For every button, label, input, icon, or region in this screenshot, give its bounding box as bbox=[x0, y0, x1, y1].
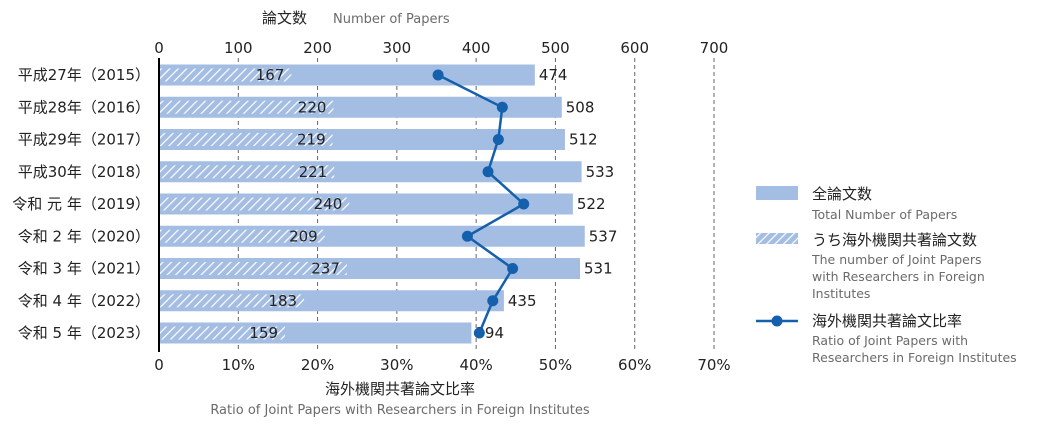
ratio-line bbox=[432, 69, 530, 339]
top-tick-label: 300 bbox=[383, 39, 412, 57]
legend-swatch-total bbox=[756, 186, 798, 200]
ratio-point bbox=[492, 134, 504, 145]
category-label: 平成27年（2015） bbox=[18, 66, 150, 84]
ratio-point bbox=[487, 295, 499, 307]
data-label-total: 531 bbox=[584, 260, 613, 278]
top-axis-subtitle: Number of Papers bbox=[333, 12, 450, 27]
data-label-total: 537 bbox=[589, 227, 618, 245]
legend-label-total-en: Total Number of Papers bbox=[811, 207, 957, 222]
legend-label-total: 全論文数 bbox=[812, 185, 872, 203]
data-label-joint: 209 bbox=[289, 227, 318, 245]
category-label: 平成29年（2017） bbox=[18, 131, 150, 149]
data-label-joint: 159 bbox=[249, 324, 278, 342]
bottom-tick-label: 30% bbox=[380, 356, 413, 374]
ratio-point bbox=[432, 69, 444, 81]
data-label-joint: 237 bbox=[311, 260, 340, 278]
top-tick-label: 500 bbox=[541, 39, 570, 57]
data-label-joint: 240 bbox=[314, 195, 343, 213]
bottom-tick-label: 0 bbox=[154, 356, 164, 374]
legend: 全論文数 Total Number of Papers うち海外機関共著論文数 … bbox=[756, 185, 1017, 365]
bottom-axis-title: 海外機関共著論文比率 bbox=[325, 380, 475, 398]
bar-joint bbox=[160, 294, 305, 308]
category-labels: 平成27年（2015） 平成28年（2016） 平成29年（2017） 平成30年（2… bbox=[12, 66, 150, 342]
bottom-tick-label: 50% bbox=[539, 356, 572, 374]
legend-label-ratio: 海外機関共著論文比率 bbox=[812, 312, 962, 330]
top-tick-label: 100 bbox=[224, 39, 253, 57]
ratio-point bbox=[496, 101, 508, 113]
legend-label-ratio-en-2: Researchers in Foreign Institutes bbox=[812, 350, 1017, 365]
top-tick-label: 0 bbox=[154, 39, 164, 57]
ratio-point bbox=[518, 198, 530, 210]
category-label: 平成28年（2016） bbox=[18, 98, 150, 116]
top-tick-label: 700 bbox=[700, 39, 729, 57]
data-label-total: 533 bbox=[586, 163, 615, 181]
data-label-joint: 183 bbox=[268, 292, 297, 310]
top-axis-ticks: 0 100 200 300 400 500 600 700 bbox=[154, 39, 728, 57]
data-label-joint: 219 bbox=[297, 131, 326, 149]
category-label: 令和 5 年（2023） bbox=[18, 324, 150, 342]
bar-joint bbox=[160, 133, 333, 146]
top-tick-label: 600 bbox=[620, 39, 649, 57]
legend-swatch-joint bbox=[756, 233, 798, 244]
bar-joint bbox=[160, 68, 292, 82]
bar-joint bbox=[160, 229, 325, 243]
legend-label-joint-en-1: The number of Joint Papers bbox=[811, 252, 982, 267]
data-label-total: 435 bbox=[508, 292, 537, 310]
top-axis-title: 論文数 bbox=[262, 9, 307, 27]
bottom-tick-label: 40% bbox=[459, 356, 492, 374]
data-label-joint: 221 bbox=[299, 163, 328, 181]
bottom-tick-label: 70% bbox=[697, 356, 730, 374]
data-label-total: 508 bbox=[566, 98, 595, 116]
legend-swatch-ratio-dot bbox=[771, 315, 783, 327]
bottom-axis-subtitle: Ratio of Joint Papers with Researchers i… bbox=[210, 403, 590, 418]
data-label-total: 394 bbox=[475, 324, 504, 342]
bar-joint bbox=[160, 326, 286, 340]
category-label: 令和 2 年（2020） bbox=[18, 227, 150, 245]
data-label-joint: 167 bbox=[256, 66, 285, 84]
ratio-point bbox=[461, 230, 473, 242]
legend-label-joint-en-3: Institutes bbox=[812, 286, 870, 301]
legend-label-ratio-en-1: Ratio of Joint Papers with bbox=[812, 333, 968, 348]
top-tick-label: 400 bbox=[462, 39, 491, 57]
data-label-total: 522 bbox=[577, 195, 606, 213]
bar-joint bbox=[160, 100, 334, 114]
data-label-total: 512 bbox=[569, 131, 598, 149]
legend-label-joint-en-2: with Researchers in Foreign bbox=[812, 269, 985, 284]
bottom-tick-label: 20% bbox=[301, 356, 334, 374]
ratio-point bbox=[507, 263, 519, 274]
bottom-tick-label: 10% bbox=[222, 356, 255, 374]
bottom-axis-ticks: 0 10% 20% 30% 40% 50% 60% 70% bbox=[154, 356, 730, 374]
data-label-total: 474 bbox=[539, 66, 568, 84]
category-label: 令和 3 年（2021） bbox=[18, 260, 150, 278]
bar-joint bbox=[160, 197, 350, 211]
ratio-point bbox=[473, 327, 485, 339]
top-tick-label: 200 bbox=[303, 39, 332, 57]
legend-label-joint: うち海外機関共著論文数 bbox=[812, 231, 977, 249]
ratio-point bbox=[482, 166, 494, 178]
bar-joint bbox=[160, 262, 347, 275]
bars: 474 167 508 220 512 219 533 221 522 240 537 209 531 2… bbox=[160, 64, 618, 344]
category-label: 令和 元 年（2019） bbox=[12, 195, 150, 213]
data-label-joint: 220 bbox=[298, 98, 327, 116]
category-label: 令和 4 年（2022） bbox=[18, 292, 150, 310]
category-label: 平成30年（2018） bbox=[18, 163, 150, 181]
bottom-tick-label: 60% bbox=[618, 356, 651, 374]
bar-joint bbox=[160, 165, 335, 179]
